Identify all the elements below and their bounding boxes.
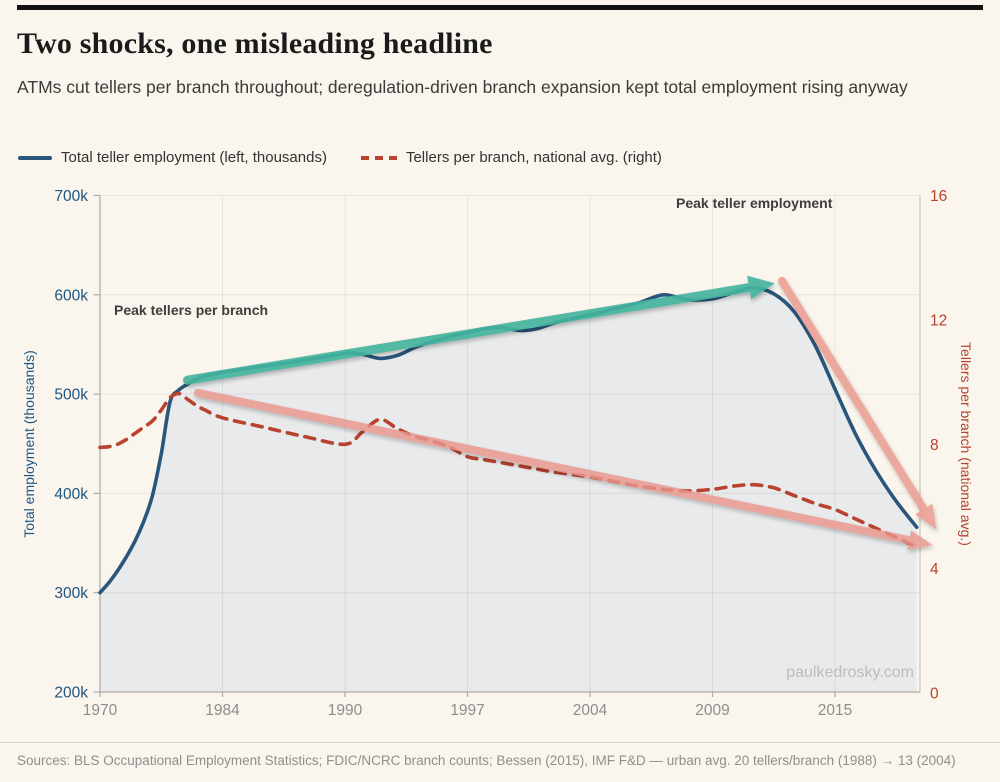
tick-labels: 700k 600k 500k 400k 300k 200k 16 12 8 4 0 1970 1984 1… — [54, 188, 947, 719]
y-right-tick-label: 4 — [930, 561, 939, 578]
x-tick-label: 2009 — [695, 702, 729, 719]
employment-collapse-arrow — [777, 276, 937, 530]
y-right-tick-label: 16 — [930, 188, 947, 205]
page-subtitle: ATMs cut tellers per branch throughout; … — [17, 77, 908, 97]
y-left-tick-label: 300k — [54, 585, 88, 602]
legend-label-employment: Total teller employment (left, thousands… — [61, 149, 327, 166]
axes — [93, 194, 921, 697]
legend-item-employment: Total teller employment (left, thousands… — [18, 149, 327, 166]
x-tick-label: 1990 — [328, 702, 363, 719]
watermark: paulkedrosky.com — [786, 664, 914, 681]
y-right-tick-label: 8 — [930, 437, 939, 454]
annotation-peak-teller-employment: Peak teller employment — [676, 195, 833, 211]
y-left-tick-label: 500k — [54, 387, 88, 404]
x-tick-label: 1997 — [450, 702, 484, 719]
page-title: Two shocks, one misleading headline — [17, 27, 493, 60]
falling-ratio-trend-arrow — [194, 388, 933, 550]
tellers-per-branch-swatch — [360, 155, 397, 160]
legend: Total teller employment (left, thousands… — [18, 149, 662, 166]
x-tick-label: 1970 — [83, 702, 118, 719]
gridlines — [100, 195, 920, 692]
legend-item-tellers-per-branch: Tellers per branch, national avg. (right… — [360, 149, 662, 166]
y-left-tick-label: 700k — [54, 188, 88, 205]
y-left-tick-label: 400k — [54, 486, 88, 503]
x-tick-label: 1984 — [205, 702, 240, 719]
employment-line-swatch — [18, 155, 52, 160]
y-right-axis-title: Tellers per branch (national avg.) — [958, 342, 974, 546]
annotation-peak-tellers-per-branch: Peak tellers per branch — [114, 302, 269, 318]
x-tick-label: 2015 — [818, 702, 852, 719]
legend-label-tellers-per-branch: Tellers per branch, national avg. (right… — [405, 149, 662, 166]
y-left-tick-label: 200k — [54, 685, 88, 702]
y-left-tick-label: 600k — [54, 287, 88, 304]
y-right-tick-label: 12 — [930, 312, 947, 329]
rising-employment-trend-arrow — [183, 275, 775, 385]
top-rule — [17, 5, 983, 10]
employment-area-fill — [100, 287, 917, 692]
footer-sources: Sources: BLS Occupational Employment Sta… — [17, 753, 956, 768]
y-left-axis-title: Total employment (thousands) — [21, 350, 37, 538]
x-tick-label: 2004 — [573, 702, 608, 719]
y-right-tick-label: 0 — [930, 686, 939, 703]
footer-rule — [0, 742, 1000, 743]
